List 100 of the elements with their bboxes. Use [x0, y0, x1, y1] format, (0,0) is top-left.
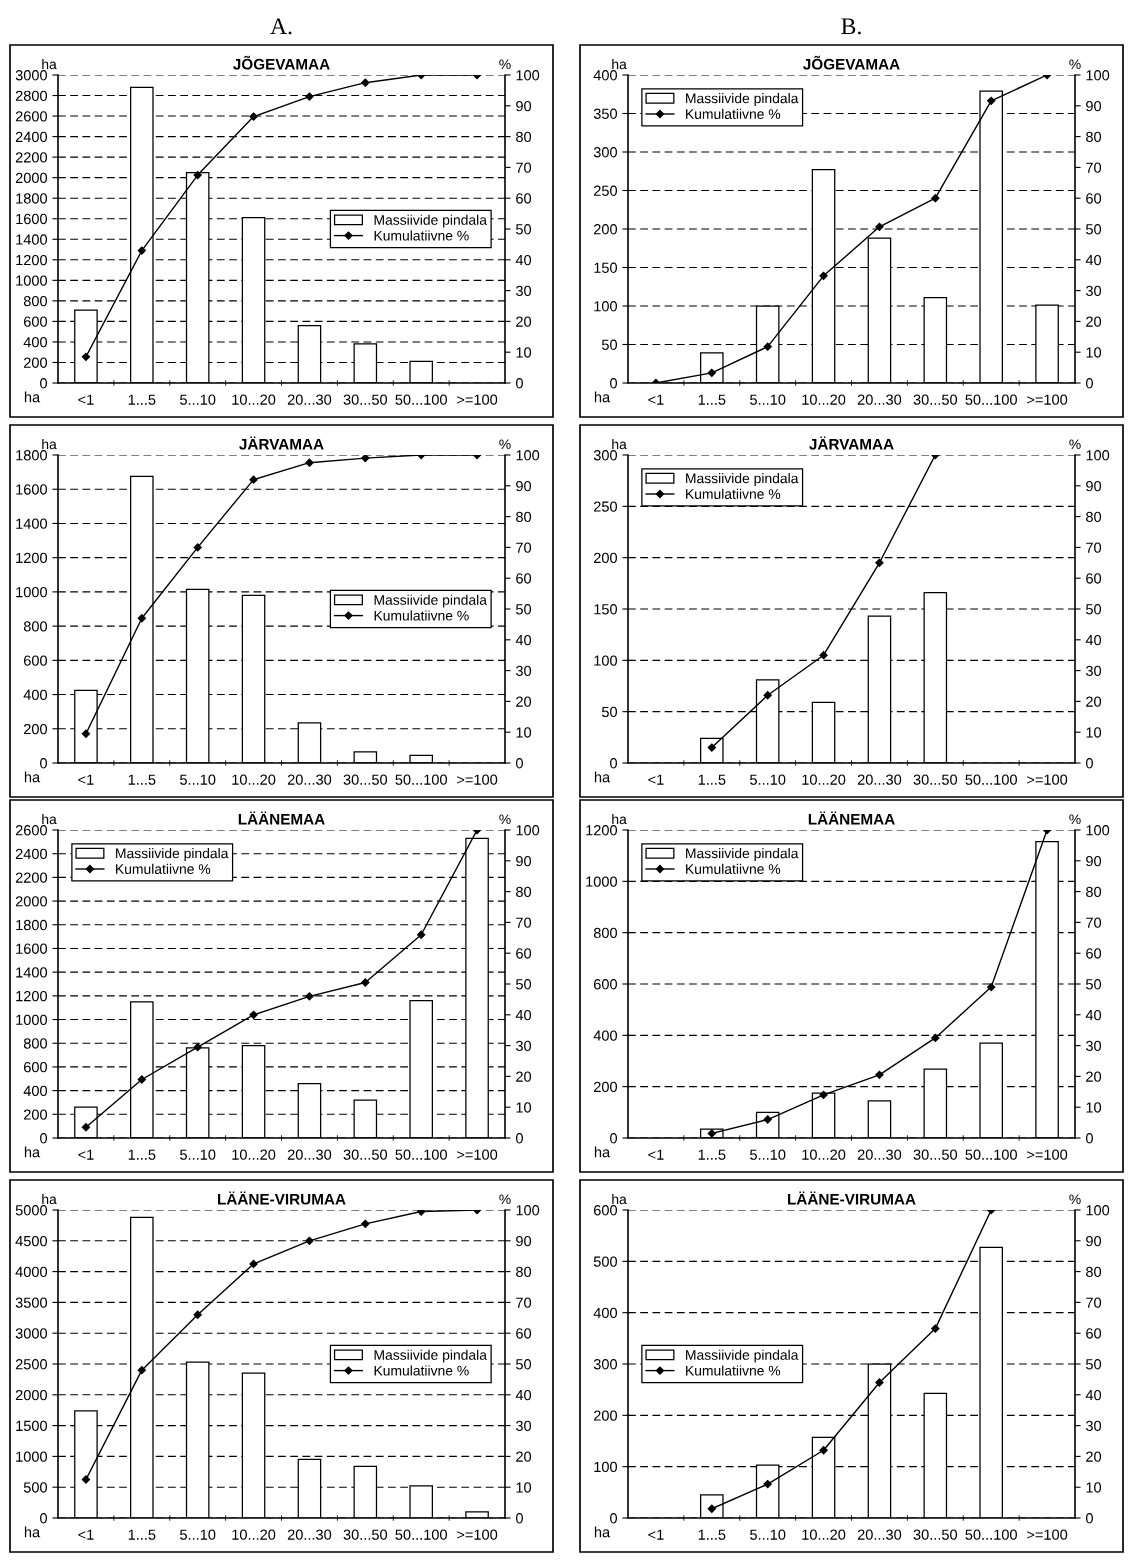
y-tick-label: 1400 [16, 967, 48, 978]
y2-tick-label: 40 [1085, 634, 1102, 646]
y-tick-label: 1000 [16, 586, 48, 598]
y-tick-label: 400 [593, 1030, 618, 1041]
y-tick-label: 400 [593, 70, 618, 81]
x-tick-label: 10...20 [802, 394, 846, 405]
y-tick-label: 3000 [15, 70, 48, 81]
x-axis-title: ha [24, 1146, 41, 1158]
y2-tick-label: 30 [515, 1420, 532, 1432]
point [763, 1479, 772, 1489]
x-tick-label: 50...100 [395, 394, 447, 405]
y2-axis-title: % [499, 59, 511, 70]
y-tick-label: 200 [593, 1410, 618, 1421]
y2-tick-label: 40 [1085, 1009, 1102, 1021]
y-axis-title: ha [612, 813, 627, 825]
y2-tick-label: 20 [1086, 316, 1102, 327]
x-tick-label: 50...100 [965, 394, 1017, 405]
x-tick-label: 5...10 [750, 1529, 786, 1540]
y-tick-label: 1000 [16, 1014, 48, 1025]
x-tick-label: 20...30 [857, 1529, 902, 1540]
y-tick-label: 1600 [16, 484, 48, 495]
x-tick-label: 1...5 [698, 1529, 726, 1540]
legend-label: Massiivide pindala [686, 93, 799, 106]
y-tick-label: 150 [594, 262, 618, 273]
y-tick-label: 2600 [15, 825, 48, 836]
y2-tick-label: 100 [516, 450, 540, 461]
chart-title: LÄÄNE-VIRUMAA [218, 1191, 346, 1205]
point [81, 1123, 91, 1132]
x-tick-label: <1 [648, 1529, 664, 1540]
chart-title: LÄÄNE-VIRUMAA [788, 1191, 916, 1205]
point [707, 368, 716, 377]
y-tick-label: 600 [23, 655, 48, 666]
y2-tick-label: 30 [1085, 665, 1102, 677]
y2-tick-label: 0 [1085, 378, 1093, 389]
y-tick-label: 500 [23, 1482, 48, 1493]
y-tick-label: 2500 [15, 1359, 48, 1370]
y2-tick-label: 100 [1086, 70, 1110, 81]
x-tick-label: 10...20 [232, 394, 276, 405]
x-tick-label: 20...30 [287, 1149, 332, 1160]
y2-tick-label: 70 [1086, 162, 1102, 173]
x-axis-title: ha [24, 1526, 41, 1538]
x-tick-label: 20...30 [857, 394, 902, 405]
legend-label: Kumulatiivne % [374, 1365, 469, 1376]
y2-tick-label: 20 [1086, 696, 1102, 707]
y-tick-label: 0 [40, 1133, 48, 1144]
y-tick-label: 5000 [15, 1205, 48, 1216]
y2-tick-label: 30 [1085, 285, 1102, 297]
y2-tick-label: 70 [516, 917, 532, 928]
x-tick-label: 50...100 [395, 1149, 447, 1160]
y-tick-label: 1600 [16, 213, 48, 225]
y2-tick-label: 90 [1086, 480, 1102, 492]
legend-label: Massiivide pindala [686, 1349, 799, 1363]
text: A. [270, 18, 292, 35]
x-tick-label: 30...50 [913, 394, 958, 405]
y-tick-label: 2800 [15, 90, 48, 101]
legend-label: Kumulatiivne % [374, 230, 469, 241]
point [931, 194, 940, 203]
y2-tick-label: 20 [516, 316, 532, 327]
y-tick-label: 1000 [16, 1451, 48, 1462]
chart-title: LÄÄNEMAA [238, 811, 325, 825]
point [305, 992, 314, 1001]
x-tick-label: 1...5 [698, 394, 726, 405]
point [361, 1219, 370, 1228]
y-axis-title: ha [42, 438, 57, 450]
y2-tick-label: 40 [515, 254, 532, 266]
y2-tick-label: 50 [1086, 979, 1102, 990]
legend-label: Kumulatiivne % [116, 863, 211, 874]
y-tick-label: 100 [594, 1461, 618, 1473]
y-axis-title: ha [42, 813, 57, 825]
y-tick-label: 1800 [16, 193, 48, 204]
point [249, 1010, 258, 1019]
y-tick-label: 4500 [15, 1235, 48, 1247]
y-axis-title: ha [612, 1193, 627, 1205]
y2-tick-label: 40 [515, 634, 532, 646]
y-tick-label: 3000 [15, 1328, 48, 1339]
y2-tick-label: 70 [516, 162, 532, 173]
y-tick-label: 1800 [16, 919, 48, 931]
point [931, 1033, 940, 1043]
x-tick-label: 30...50 [913, 1149, 958, 1160]
y-tick-label: 2400 [15, 131, 48, 143]
y2-axis-title: % [1069, 814, 1081, 825]
x-tick-label: <1 [648, 394, 664, 405]
point [819, 651, 828, 660]
y2-tick-label: 10 [1086, 1482, 1102, 1493]
x-tick-label: 20...30 [287, 1529, 332, 1540]
y2-tick-label: 100 [1086, 450, 1110, 461]
x-tick-label: 50...100 [965, 1149, 1017, 1160]
y-axis-title: ha [42, 1193, 57, 1205]
chart-title: JÄRVAMAA [809, 436, 894, 450]
y2-tick-label: 50 [516, 979, 532, 990]
y-tick-label: 2000 [15, 1389, 48, 1401]
y2-tick-label: 20 [1086, 1451, 1102, 1462]
legend-label: Kumulatiivne % [374, 610, 469, 621]
point [875, 1378, 884, 1387]
y-tick-label: 100 [594, 301, 618, 312]
y2-axis-title: % [1069, 59, 1081, 70]
point [361, 78, 370, 87]
y-tick-label: 300 [593, 450, 618, 461]
y2-tick-label: 30 [515, 665, 532, 677]
y-tick-label: 150 [594, 604, 618, 615]
